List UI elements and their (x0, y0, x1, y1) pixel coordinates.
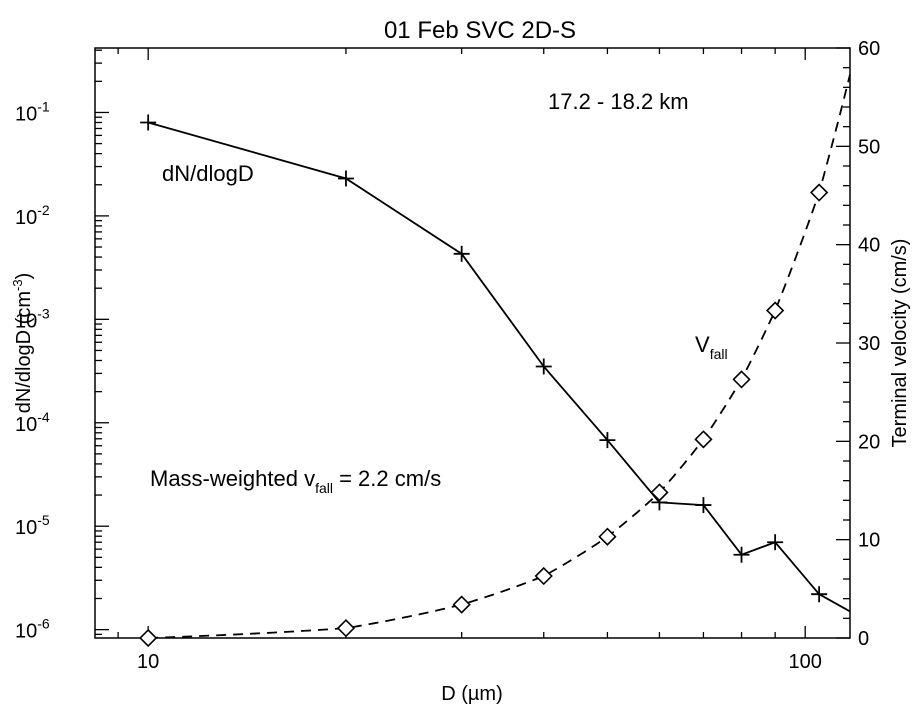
dndlogd-point (337, 170, 354, 187)
dndlogd-point (140, 114, 157, 131)
y-left-tick-label: 10-1 (15, 98, 50, 125)
vfall-point (809, 183, 829, 202)
y-left-label-close: ) (13, 273, 35, 280)
series-dndlogd (140, 114, 851, 613)
y-left-label-main: dN/dlogD (cm (13, 291, 35, 413)
dndlogd-point (535, 358, 552, 375)
altitude-annotation: 17.2 - 18.2 km (548, 89, 689, 114)
y-left-tick-label: 10-4 (15, 409, 50, 436)
series-vfall (139, 74, 851, 648)
y-right-tick-label: 0 (858, 628, 869, 650)
vfall-point (452, 595, 471, 614)
vfall-point (139, 628, 158, 648)
chart-title: 01 Feb SVC 2D-S (384, 17, 576, 44)
x-tick-label: 100 (789, 651, 822, 673)
y-right-tick-label: 40 (858, 235, 880, 257)
x-axis-ticks: 10 100 (117, 48, 822, 673)
dndlogd-point (453, 245, 470, 262)
vfall-point (732, 370, 751, 389)
x-tick-label: 10 (137, 651, 159, 673)
series-label-dndlogd: dN/dlogD (162, 161, 254, 186)
vfall-point (598, 527, 617, 546)
y-left-axis-label: dN/dlogD (cm-3) (10, 273, 35, 414)
y-right-axis-ticks: 0 10 20 30 40 50 60 (836, 38, 880, 650)
vfall-point (534, 566, 553, 586)
y-left-tick-label: 10-3 (15, 305, 50, 332)
dndlogd-line (147, 121, 851, 613)
y-right-axis-label: Terminal velocity (cm/s) (889, 239, 911, 448)
vfall-label-sub: fall (710, 346, 728, 362)
vfall-label-main: V (695, 332, 710, 357)
y-right-tick-label: 50 (858, 136, 880, 158)
y-left-tick-label: 10-2 (15, 202, 50, 229)
dndlogd-point (599, 432, 616, 449)
mass-weighted-main: Mass-weighted v (150, 466, 315, 491)
dndlogd-point (695, 497, 712, 514)
mass-weighted-value: = 2.2 cm/s (333, 466, 441, 491)
x-axis-label: D (µm) (441, 683, 503, 705)
y-left-tick-label: 10-6 (15, 616, 50, 643)
vfall-point (694, 430, 713, 449)
vfall-line (148, 74, 851, 639)
series-label-vfall: Vfall (695, 332, 728, 362)
vfall-point (336, 619, 356, 638)
dndlogd-point (767, 534, 784, 551)
y-left-axis-ticks: 10-6 10-5 10-4 10-3 10-2 10-1 (15, 49, 109, 643)
y-left-tick-label: 10-5 (15, 512, 50, 539)
mass-weighted-annotation: Mass-weighted vfall = 2.2 cm/s (150, 466, 441, 496)
vfall-point (766, 301, 785, 320)
y-right-tick-label: 30 (858, 333, 880, 355)
y-right-tick-label: 20 (858, 431, 880, 453)
dndlogd-point (811, 586, 828, 603)
y-right-tick-label: 10 (858, 530, 880, 552)
y-right-tick-label: 60 (858, 38, 880, 60)
mass-weighted-sub: fall (315, 480, 333, 496)
y-left-label-sup: -3 (10, 279, 25, 291)
dndlogd-point (733, 546, 750, 563)
vfall-point (650, 483, 669, 502)
